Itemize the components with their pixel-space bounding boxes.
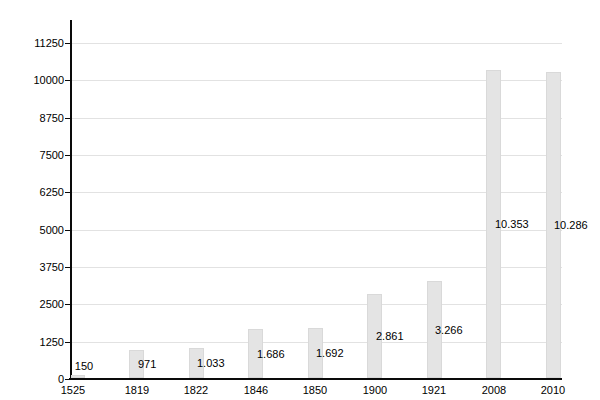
bar-chart: 0125025003750500062507500875010000112501… [0, 0, 600, 400]
x-axis-label: 2008 [464, 383, 524, 397]
bar-value-label: 10.353 [495, 217, 529, 231]
x-axis-label: 1846 [226, 383, 286, 397]
bar-value-label: 1.033 [197, 356, 225, 370]
bar-value-label: 971 [138, 357, 156, 371]
x-axis-line [69, 378, 562, 380]
y-axis-tick-label: 6250 [14, 185, 64, 199]
y-axis-tick-label: 8750 [14, 111, 64, 125]
bar-value-label: 2.861 [376, 329, 404, 343]
y-axis-tick-label: 10000 [14, 73, 64, 87]
x-axis-label: 1850 [285, 383, 345, 397]
x-axis-label: 1822 [166, 383, 226, 397]
x-axis-label: 1900 [345, 383, 405, 397]
gridline-11250 [71, 43, 562, 44]
x-axis-label: 2010 [523, 383, 583, 397]
bar-value-label: 3.266 [435, 323, 463, 337]
bar-value-label: 1.686 [257, 347, 285, 361]
y-axis-tick-label: 7500 [14, 148, 64, 162]
y-axis-tick-label: 2500 [14, 297, 64, 311]
bar-value-label: 1.692 [316, 346, 344, 360]
bar-value-label: 150 [44, 359, 124, 373]
y-axis-tick-label: 1250 [14, 335, 64, 349]
x-axis-label: 1921 [404, 383, 464, 397]
y-axis-tick-label: 5000 [14, 223, 64, 237]
x-axis-label: 1525 [43, 383, 103, 397]
y-axis-tick-label: 11250 [14, 36, 64, 50]
bar-value-label: 10.286 [554, 218, 588, 232]
x-axis-label: 1819 [107, 383, 167, 397]
y-axis-line [70, 20, 72, 380]
bar-1525 [71, 375, 85, 378]
y-axis-tick-label: 3750 [14, 260, 64, 274]
